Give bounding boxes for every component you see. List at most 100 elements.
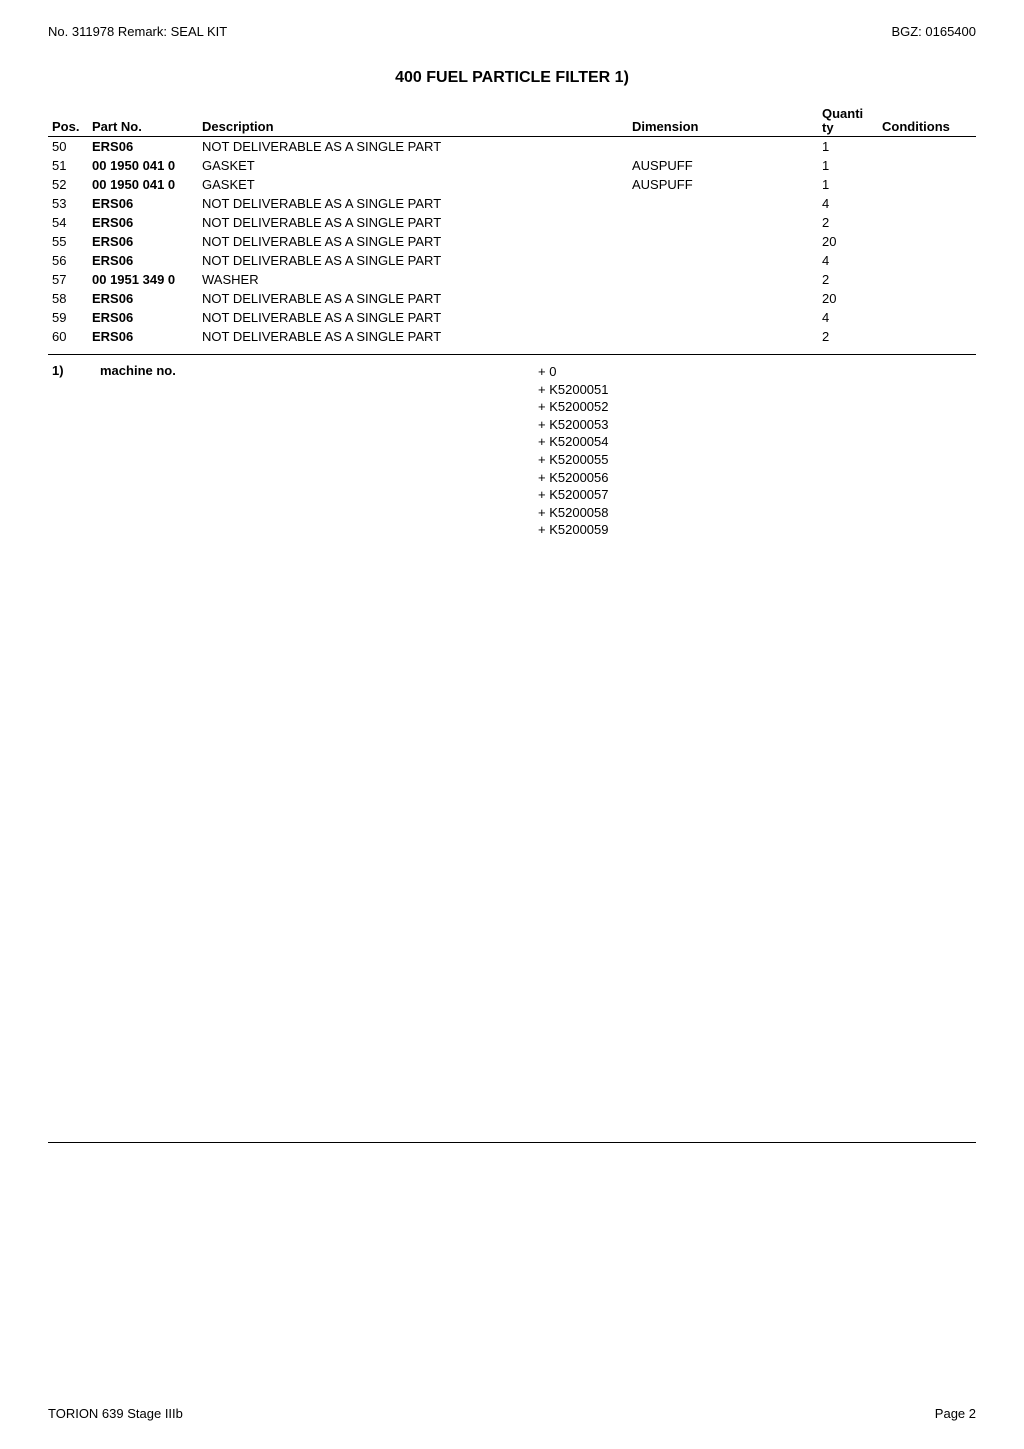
table-row: 50ERS06NOT DELIVERABLE AS A SINGLE PART 1 bbox=[48, 137, 976, 157]
cell-desc: NOT DELIVERABLE AS A SINGLE PART bbox=[198, 289, 628, 308]
col-cond: Conditions bbox=[878, 105, 976, 137]
cell-cond bbox=[878, 232, 976, 251]
cell-pos: 53 bbox=[48, 194, 88, 213]
cell-part: ERS06 bbox=[88, 327, 198, 346]
cell-part: 00 1951 349 0 bbox=[88, 270, 198, 289]
cell-desc: NOT DELIVERABLE AS A SINGLE PART bbox=[198, 327, 628, 346]
col-part: Part No. bbox=[88, 105, 198, 137]
machine-block: 1) machine no. + 0+ K5200051+ K5200052+ … bbox=[48, 361, 976, 540]
cell-dim bbox=[628, 289, 818, 308]
table-row: 5200 1950 041 0GASKETAUSPUFF1 bbox=[48, 175, 976, 194]
cell-qty: 1 bbox=[818, 156, 878, 175]
cell-qty: 4 bbox=[818, 194, 878, 213]
cell-cond bbox=[878, 194, 976, 213]
col-pos: Pos. bbox=[48, 105, 88, 137]
cell-dim: AUSPUFF bbox=[628, 156, 818, 175]
cell-pos: 58 bbox=[48, 289, 88, 308]
cell-qty: 2 bbox=[818, 270, 878, 289]
cell-pos: 54 bbox=[48, 213, 88, 232]
table-row: 56ERS06NOT DELIVERABLE AS A SINGLE PART4 bbox=[48, 251, 976, 270]
table-row: 55ERS06NOT DELIVERABLE AS A SINGLE PART 2… bbox=[48, 232, 976, 251]
cell-part: ERS06 bbox=[88, 289, 198, 308]
cell-dim bbox=[628, 308, 818, 327]
cell-cond bbox=[878, 327, 976, 346]
cell-desc: WASHER bbox=[198, 270, 628, 289]
cell-desc: NOT DELIVERABLE AS A SINGLE PART bbox=[198, 213, 628, 232]
cell-dim bbox=[628, 327, 818, 346]
machine-value: + K5200058 bbox=[218, 504, 972, 522]
parts-table: Pos. Part No. Description Dimension Quan… bbox=[48, 105, 976, 346]
machine-separator bbox=[48, 354, 976, 355]
header-left: No. 311978 Remark: SEAL KIT bbox=[48, 24, 227, 39]
cell-dim bbox=[628, 270, 818, 289]
cell-pos: 52 bbox=[48, 175, 88, 194]
header-line: No. 311978 Remark: SEAL KIT BGZ: 0165400 bbox=[48, 24, 976, 39]
cell-cond bbox=[878, 175, 976, 194]
col-dim: Dimension bbox=[628, 105, 818, 137]
table-header: Pos. Part No. Description Dimension Quan… bbox=[48, 105, 976, 137]
machine-value: + K5200051 bbox=[218, 381, 972, 399]
machine-value: + K5200052 bbox=[218, 398, 972, 416]
machine-value: + K5200053 bbox=[218, 416, 972, 434]
cell-cond bbox=[878, 270, 976, 289]
cell-desc: GASKET bbox=[198, 156, 628, 175]
cell-dim bbox=[628, 251, 818, 270]
table-row: 58ERS06NOT DELIVERABLE AS A SINGLE PART 2… bbox=[48, 289, 976, 308]
cell-pos: 51 bbox=[48, 156, 88, 175]
cell-dim bbox=[628, 232, 818, 251]
cell-pos: 50 bbox=[48, 137, 88, 157]
cell-qty: 4 bbox=[818, 251, 878, 270]
cell-cond bbox=[878, 137, 976, 157]
col-qty: Quanti ty bbox=[818, 105, 878, 137]
cell-part: 00 1950 041 0 bbox=[88, 156, 198, 175]
cell-qty: 20 bbox=[818, 289, 878, 308]
cell-pos: 60 bbox=[48, 327, 88, 346]
table-row: 5100 1950 041 0GASKETAUSPUFF1 bbox=[48, 156, 976, 175]
cell-part: ERS06 bbox=[88, 308, 198, 327]
col-desc: Description bbox=[198, 105, 628, 137]
footer-left: TORION 639 Stage IIIb bbox=[48, 1406, 183, 1421]
section-title: 400 FUEL PARTICLE FILTER 1) bbox=[48, 69, 976, 87]
table-row: 59ERS06NOT DELIVERABLE AS A SINGLE PART4 bbox=[48, 308, 976, 327]
cell-part: 00 1950 041 0 bbox=[88, 175, 198, 194]
cell-desc: NOT DELIVERABLE AS A SINGLE PART bbox=[198, 308, 628, 327]
table-row: 5700 1951 349 0WASHER 2 bbox=[48, 270, 976, 289]
cell-part: ERS06 bbox=[88, 137, 198, 157]
cell-qty: 2 bbox=[818, 327, 878, 346]
header-right: BGZ: 0165400 bbox=[891, 24, 976, 39]
cell-cond bbox=[878, 308, 976, 327]
cell-part: ERS06 bbox=[88, 194, 198, 213]
cell-part: ERS06 bbox=[88, 213, 198, 232]
cell-qty: 20 bbox=[818, 232, 878, 251]
machine-value: + K5200054 bbox=[218, 433, 972, 451]
cell-cond bbox=[878, 251, 976, 270]
cell-pos: 56 bbox=[48, 251, 88, 270]
machine-index: 1) bbox=[48, 361, 96, 540]
qty-line2: ty bbox=[822, 120, 834, 135]
cell-dim bbox=[628, 213, 818, 232]
machine-value: + 0 bbox=[218, 363, 972, 381]
cell-cond bbox=[878, 213, 976, 232]
footer-right: Page 2 bbox=[935, 1406, 976, 1421]
cell-qty: 1 bbox=[818, 175, 878, 194]
cell-cond bbox=[878, 289, 976, 308]
cell-desc: NOT DELIVERABLE AS A SINGLE PART bbox=[198, 137, 628, 157]
cell-desc: NOT DELIVERABLE AS A SINGLE PART bbox=[198, 251, 628, 270]
cell-qty: 1 bbox=[818, 137, 878, 157]
bottom-rule bbox=[48, 1142, 976, 1143]
cell-part: ERS06 bbox=[88, 232, 198, 251]
cell-desc: NOT DELIVERABLE AS A SINGLE PART bbox=[198, 232, 628, 251]
cell-pos: 57 bbox=[48, 270, 88, 289]
cell-dim bbox=[628, 137, 818, 157]
table-body: 50ERS06NOT DELIVERABLE AS A SINGLE PART1… bbox=[48, 137, 976, 347]
cell-dim: AUSPUFF bbox=[628, 175, 818, 194]
table-row: 60ERS06NOT DELIVERABLE AS A SINGLE PART 2 bbox=[48, 327, 976, 346]
cell-desc: NOT DELIVERABLE AS A SINGLE PART bbox=[198, 194, 628, 213]
machine-values: + 0+ K5200051+ K5200052+ K5200053+ K5200… bbox=[214, 361, 976, 540]
machine-value: + K5200055 bbox=[218, 451, 972, 469]
machine-value: + K5200057 bbox=[218, 486, 972, 504]
cell-pos: 55 bbox=[48, 232, 88, 251]
machine-label: machine no. bbox=[96, 361, 214, 540]
cell-desc: GASKET bbox=[198, 175, 628, 194]
cell-cond bbox=[878, 156, 976, 175]
